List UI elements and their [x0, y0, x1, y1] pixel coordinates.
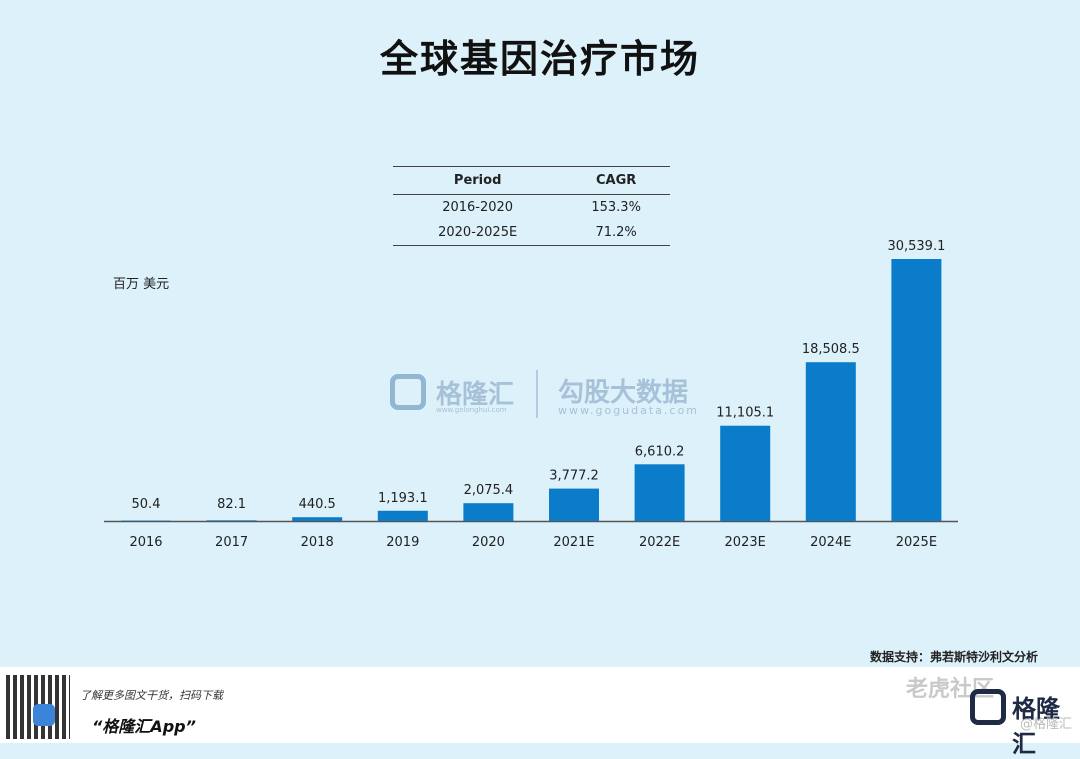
qr-code-icon[interactable] [6, 675, 70, 739]
gelonghui-logo-icon [390, 374, 426, 410]
data-label-2022E: 6,610.2 [635, 444, 685, 459]
x-tick-label-2016: 2016 [129, 535, 162, 550]
bar-2017 [207, 520, 257, 521]
bar-2020 [463, 503, 513, 521]
source-note: 数据支持：弗若斯特沙利文分析 [870, 648, 1038, 665]
data-label-2024E: 18,508.5 [802, 342, 860, 357]
watermark: 格隆汇 www.gelonghui.com 勾股大数据 www.gogudata… [390, 368, 700, 424]
data-label-2019: 1,193.1 [378, 491, 428, 506]
data-label-2023E: 11,105.1 [716, 406, 774, 421]
watermark-brand-url: www.gelonghui.com [436, 406, 507, 414]
footer-promo-text: 了解更多图文干货，扫码下载 [80, 687, 223, 703]
x-tick-label-2019: 2019 [386, 535, 419, 550]
bar-2019 [378, 511, 428, 521]
data-label-2016: 50.4 [132, 497, 161, 512]
bar-2018 [292, 517, 342, 521]
watermark-partner-url: www.gogudata.com [558, 404, 699, 417]
x-tick-label-2025E: 2025E [896, 535, 937, 550]
gelonghui-logo-icon [970, 689, 1006, 725]
data-label-2018: 440.5 [299, 497, 336, 512]
footer-banner: 了解更多图文干货，扫码下载 “格隆汇App” 老虎社区 格隆汇 @格隆汇 [0, 667, 1080, 743]
data-label-2021E: 3,777.2 [549, 469, 599, 484]
bar-2025E [891, 259, 941, 521]
x-tick-label-2022E: 2022E [639, 535, 680, 550]
x-tick-label-2020: 2020 [472, 535, 505, 550]
bar-2021E [549, 489, 599, 521]
bar-2023E [720, 426, 770, 521]
bar-2024E [806, 362, 856, 521]
data-label-2020: 2,075.4 [464, 483, 514, 498]
watermark-divider [536, 370, 538, 418]
x-tick-label-2017: 2017 [215, 535, 248, 550]
x-tick-label-2018: 2018 [301, 535, 334, 550]
data-label-2017: 82.1 [217, 497, 246, 512]
bar-2022E [635, 464, 685, 521]
footer-app-name: “格隆汇App” [92, 713, 196, 737]
footer-handle: @格隆汇 [1020, 713, 1072, 732]
x-tick-label-2024E: 2024E [810, 535, 851, 550]
x-tick-label-2021E: 2021E [553, 535, 594, 550]
gelonghui-mini-logo-icon [33, 704, 55, 726]
data-label-2025E: 30,539.1 [887, 239, 945, 254]
x-tick-label-2023E: 2023E [725, 535, 766, 550]
